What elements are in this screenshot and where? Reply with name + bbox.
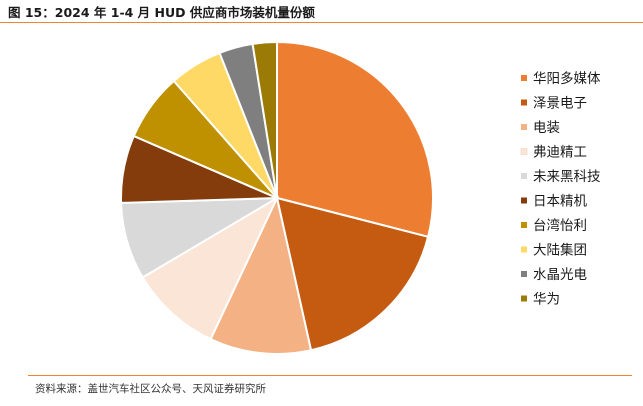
pie-slice-0 [276,40,434,239]
legend-label-3: 弗迪精工 [533,145,587,161]
pie-slice-1 [275,196,430,352]
pie-slice-3 [141,195,280,341]
pie-slices [120,40,434,355]
legend-label-5: 日本精机 [533,194,587,210]
legend-label-8: 水晶光电 [533,267,587,283]
legend-swatch-2 [521,124,527,130]
legend-label-2: 电装 [533,120,560,136]
legend-swatch-0 [521,75,527,81]
legend-swatch-7 [521,246,527,253]
legend-label-7: 大陆集团 [533,243,587,259]
footer-divider [28,375,632,376]
pie-slice-2 [209,194,313,355]
source-note: 资料来源：盖世汽车社区公众号、天风证券研究所 [35,383,266,395]
legend-label-4: 未来黑科技 [533,169,601,185]
pie-slice-9 [251,40,278,199]
legend-label-6: 台湾怡利 [533,217,587,234]
header-divider [0,22,643,23]
legend-swatch-9 [521,295,527,302]
legend-label-0: 华阳多媒体 [533,70,601,87]
legend-label-9: 华为 [533,292,560,308]
chart-title: 图 15：2024 年 1-4 月 HUD 供应商市场装机量份额 [8,5,315,20]
legend-swatch-3 [520,148,528,155]
legend-swatch-4 [521,173,527,179]
legend-swatch-5 [521,197,527,204]
legend-swatch-6 [521,222,527,228]
legend-label-1: 泽景电子 [533,96,587,112]
legend-swatch-1 [521,99,527,106]
legend-swatch-8 [521,271,527,277]
